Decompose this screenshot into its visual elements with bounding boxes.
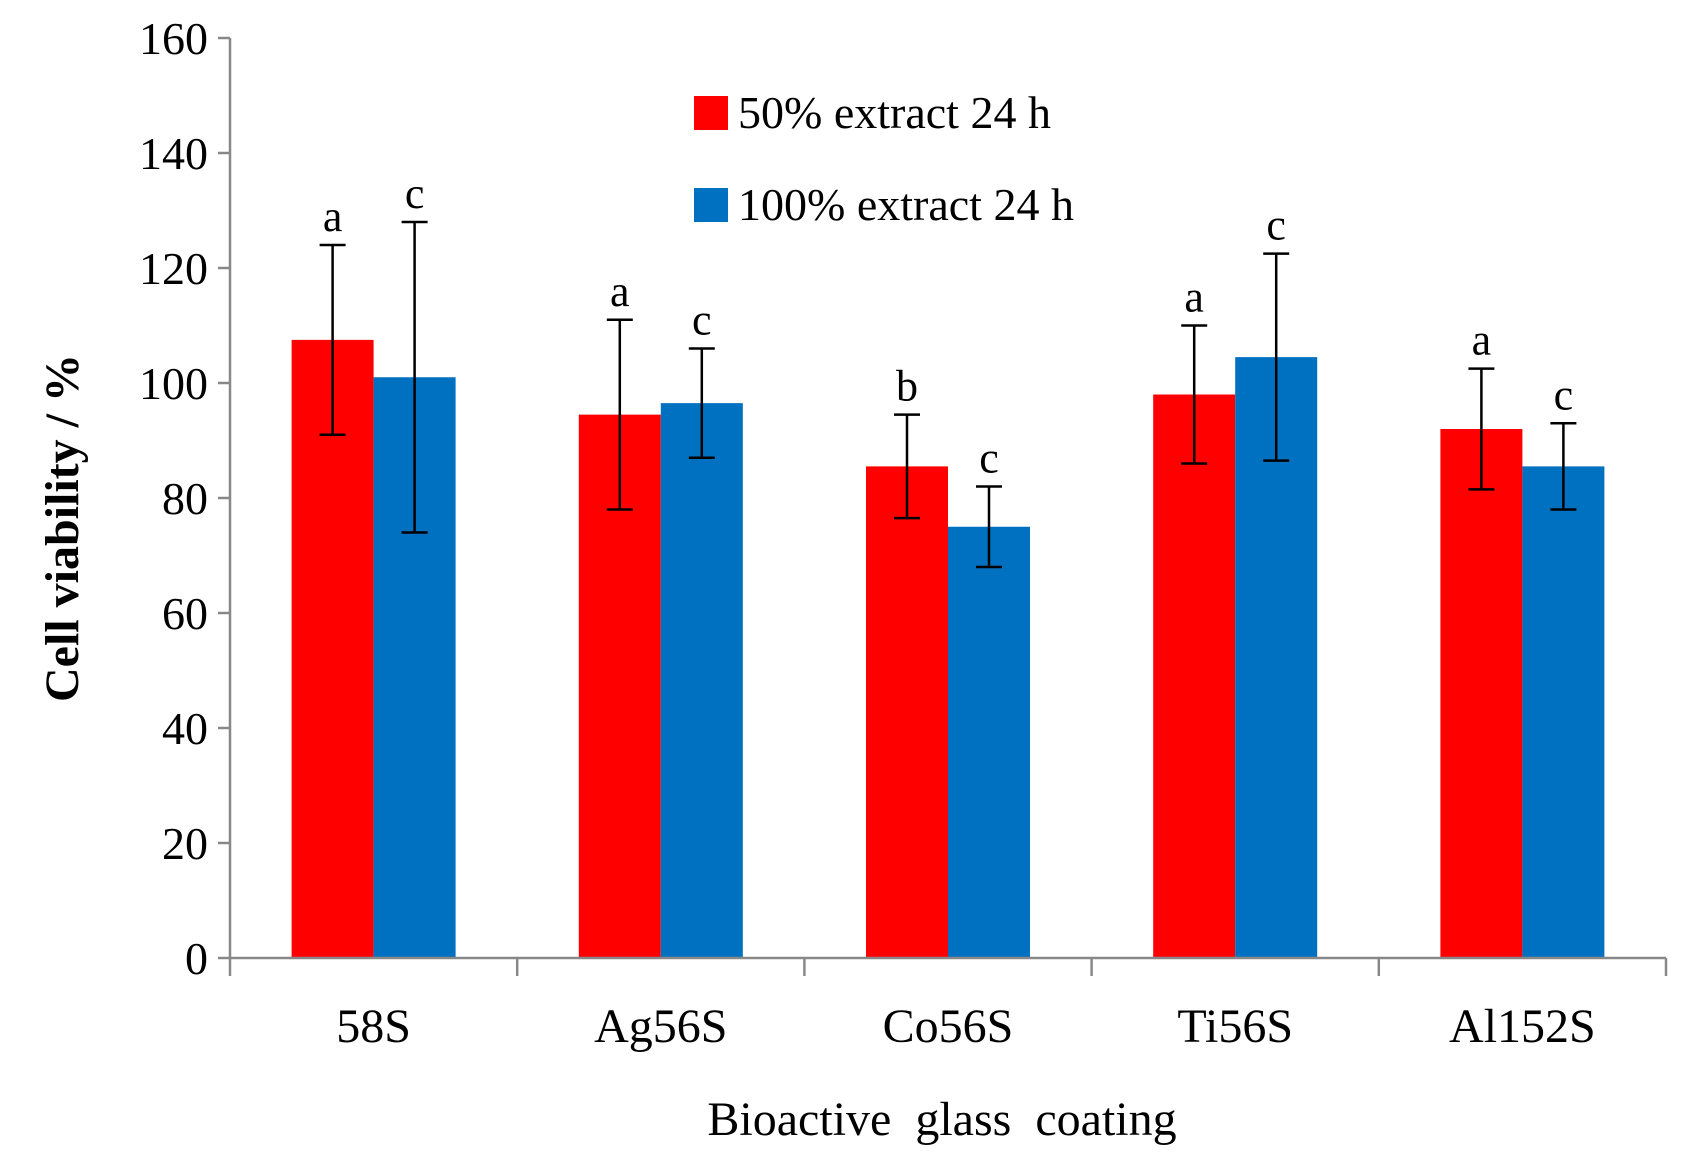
- significance-label: a: [610, 267, 630, 316]
- bar-series1: [1153, 394, 1236, 958]
- significance-label: c: [1554, 370, 1574, 419]
- legend-label: 100% extract 24 h: [738, 179, 1074, 230]
- significance-label: c: [692, 296, 712, 345]
- legend-swatch: [694, 96, 728, 130]
- significance-label: a: [1184, 273, 1204, 322]
- legend: 50% extract 24 h 100% extract 24 h: [694, 87, 1074, 230]
- y-tick-label: 120: [139, 243, 208, 294]
- x-tick-label: Ti56S: [1177, 1000, 1293, 1053]
- y-tick-label: 20: [162, 818, 208, 869]
- significance-label: c: [1266, 201, 1286, 250]
- axes: 0 20 40 60 80 100 120 140 160 58S Ag56S Co56S Ti56S A…: [139, 13, 1668, 1053]
- y-tick-label: 160: [139, 13, 208, 64]
- bar-series2: [660, 403, 743, 958]
- y-tick-label: 140: [139, 128, 208, 179]
- significance-label: c: [979, 434, 999, 483]
- y-tick-label: 40: [162, 703, 208, 754]
- x-tick-label: Al152S: [1449, 1000, 1596, 1053]
- bar-series1: [866, 466, 948, 958]
- error-bars: a a b a a c c c c c: [319, 169, 1577, 569]
- y-axis-title: Cell viability / %: [36, 354, 89, 702]
- legend-label: 50% extract 24 h: [738, 87, 1051, 138]
- x-tick-label: Ag56S: [594, 1000, 727, 1053]
- significance-label: b: [896, 362, 918, 411]
- bars: [291, 339, 1605, 958]
- x-axis-title: Bioactive glass coating: [707, 1093, 1176, 1146]
- bar-series1: [1440, 429, 1523, 958]
- y-tick-label: 100: [139, 358, 208, 409]
- y-tick-label: 0: [185, 933, 208, 984]
- significance-label: c: [405, 169, 425, 218]
- bar-series1: [291, 339, 374, 958]
- y-tick-label: 60: [162, 588, 208, 639]
- significance-label: a: [323, 192, 343, 241]
- legend-swatch: [694, 188, 728, 222]
- bar-series2: [1522, 466, 1605, 958]
- x-tick-label: 58S: [336, 1000, 411, 1053]
- bar-series2: [948, 526, 1030, 958]
- significance-label: a: [1472, 316, 1492, 365]
- y-tick-label: 80: [162, 473, 208, 524]
- x-tick-label: Co56S: [883, 1000, 1014, 1053]
